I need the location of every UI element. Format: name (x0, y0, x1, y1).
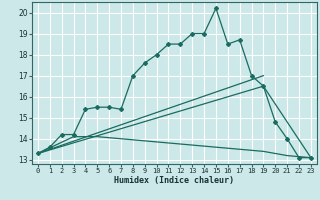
X-axis label: Humidex (Indice chaleur): Humidex (Indice chaleur) (115, 176, 234, 185)
